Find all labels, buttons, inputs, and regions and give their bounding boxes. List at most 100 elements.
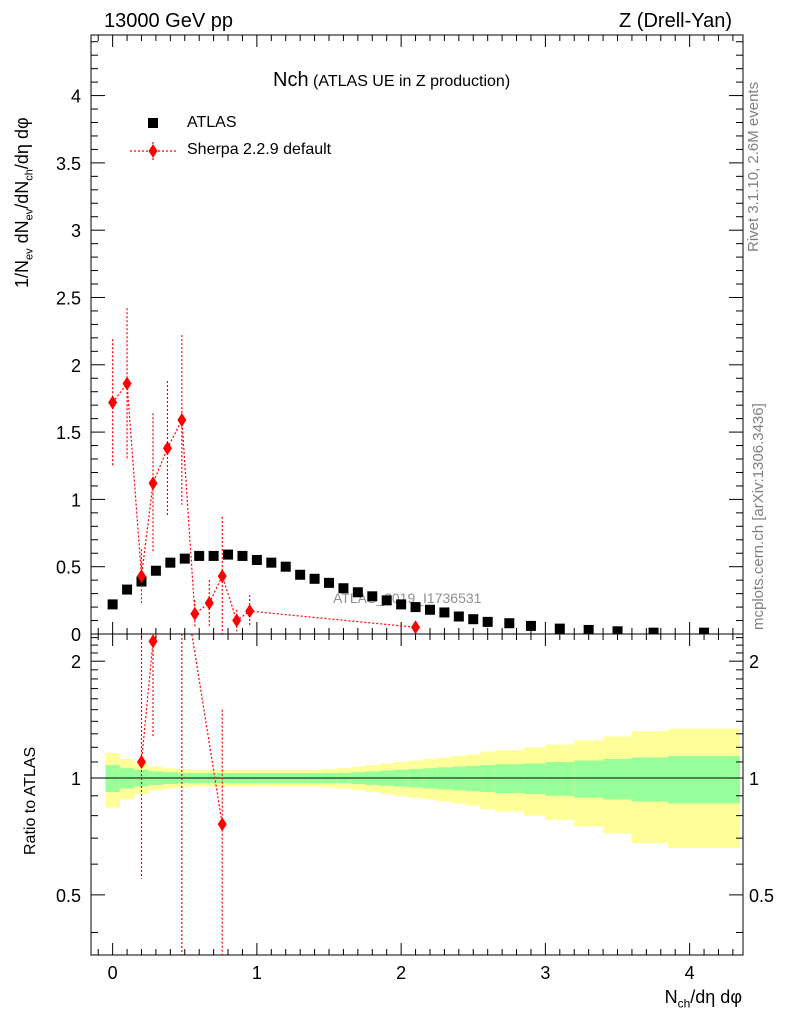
atlas-point bbox=[482, 616, 493, 627]
atlas-point bbox=[280, 561, 291, 572]
x-tick-label: 0 bbox=[108, 963, 118, 983]
sherpa-point bbox=[411, 620, 421, 634]
ratio-stat-band bbox=[480, 765, 495, 793]
atlas-point bbox=[648, 627, 659, 634]
y-tick-label: 3.5 bbox=[56, 154, 81, 174]
legend-data-label: ATLAS bbox=[187, 114, 237, 131]
sherpa-point bbox=[148, 476, 158, 491]
main-frame bbox=[90, 34, 744, 635]
plot-title: Nch (ATLAS UE in Z production) bbox=[273, 70, 510, 90]
sherpa-point bbox=[245, 604, 255, 619]
sherpa-point bbox=[232, 613, 242, 628]
sherpa-point bbox=[190, 606, 200, 621]
sherpa-line bbox=[112, 382, 416, 628]
x-tick-label: 3 bbox=[540, 963, 550, 983]
atlas-point bbox=[396, 599, 407, 610]
ratio-stat-band bbox=[631, 757, 668, 802]
atlas-point bbox=[453, 611, 464, 622]
sherpa-ratio-line bbox=[140, 634, 223, 825]
ratio-y-tick-label: 0.5 bbox=[56, 886, 81, 906]
sherpa-point bbox=[136, 569, 146, 584]
atlas-point bbox=[338, 583, 349, 594]
atlas-point bbox=[122, 584, 133, 595]
header-left-title: 13000 GeV pp bbox=[104, 10, 233, 32]
atlas-point bbox=[150, 565, 161, 576]
ratio-y-tick-label-right: 1 bbox=[749, 769, 759, 789]
legend-sherpa-marker bbox=[148, 144, 158, 158]
y-tick-label: 2 bbox=[71, 356, 81, 376]
xlabel-part: N bbox=[664, 987, 678, 1007]
atlas-point bbox=[699, 627, 710, 634]
legend-atlas-marker bbox=[148, 118, 158, 128]
sherpa-ratio-point bbox=[136, 754, 146, 769]
atlas-point bbox=[179, 553, 190, 564]
legend-mc-label: Sherpa 2.2.9 default bbox=[187, 141, 332, 158]
y-tick-label: 0 bbox=[71, 625, 81, 645]
atlas-point bbox=[309, 573, 320, 584]
ratio-stat-band bbox=[667, 755, 741, 804]
atlas-point bbox=[554, 623, 565, 634]
plot-title-main: Nch bbox=[273, 69, 309, 91]
ratio-uncertainty-bands bbox=[91, 728, 743, 849]
x-axis-label: Nch/dη dφ bbox=[665, 988, 742, 1010]
ratio-panel: 0 1 2 3 4 0.5 0.5 1 1 2 2 bbox=[56, 565, 774, 983]
atlas-point bbox=[424, 604, 435, 615]
plot-title-sub: (ATLAS UE in Z production) bbox=[313, 73, 511, 90]
atlas-point bbox=[223, 549, 234, 560]
y-tick-label: 1.5 bbox=[56, 423, 81, 443]
sherpa-ratio-point bbox=[177, 565, 186, 579]
sherpa-point bbox=[162, 441, 172, 456]
atlas-point bbox=[439, 607, 450, 618]
atlas-point bbox=[504, 618, 515, 629]
atlas-point bbox=[583, 624, 594, 634]
x-tick-label: 1 bbox=[252, 963, 262, 983]
y-tick-label: 0.5 bbox=[56, 558, 81, 578]
y-tick-label: 2.5 bbox=[56, 288, 81, 308]
ratio-stat-band bbox=[545, 761, 575, 796]
ratio-y-tick-label-right: 2 bbox=[749, 652, 759, 672]
ratio-stat-band bbox=[523, 763, 546, 794]
ratio-stat-band bbox=[105, 765, 120, 793]
atlas-point bbox=[107, 599, 118, 610]
xlabel-sub: ch bbox=[677, 996, 691, 1011]
x-tick-label: 4 bbox=[685, 963, 695, 983]
sherpa-point bbox=[108, 395, 118, 410]
ratio-y-tick-label: 1 bbox=[71, 769, 81, 789]
y-tick-label: 1 bbox=[71, 490, 81, 510]
sherpa-series bbox=[108, 308, 421, 634]
sherpa-point bbox=[177, 412, 187, 427]
ratio-stat-band bbox=[494, 764, 524, 794]
sherpa-ratio-point bbox=[217, 817, 227, 832]
atlas-point bbox=[352, 587, 363, 598]
ratio-y-tick-label-right: 0.5 bbox=[749, 886, 774, 906]
atlas-point bbox=[381, 595, 392, 606]
atlas-point bbox=[612, 626, 623, 634]
atlas-point bbox=[266, 557, 277, 568]
sherpa-point bbox=[217, 569, 227, 584]
atlas-point bbox=[525, 620, 536, 631]
atlas-series bbox=[107, 549, 710, 634]
ratio-stat-band bbox=[603, 758, 632, 800]
sherpa-ratio-series bbox=[136, 565, 227, 955]
atlas-point bbox=[295, 569, 306, 580]
atlas-point bbox=[410, 602, 421, 613]
atlas-point bbox=[324, 577, 335, 588]
atlas-point bbox=[251, 554, 262, 565]
xlabel-part: /dη dφ bbox=[690, 987, 742, 1007]
atlas-point bbox=[468, 614, 479, 625]
ratio-y-tick-label: 2 bbox=[71, 652, 81, 672]
atlas-point bbox=[208, 550, 219, 561]
ratio-stat-band bbox=[574, 760, 604, 798]
atlas-point bbox=[237, 550, 248, 561]
atlas-point bbox=[194, 550, 205, 561]
legend-marks bbox=[130, 118, 176, 160]
y-tick-label: 3 bbox=[71, 221, 81, 241]
sherpa-point bbox=[122, 376, 132, 391]
x-tick-label: 2 bbox=[396, 963, 406, 983]
atlas-point bbox=[165, 557, 176, 568]
y-tick-label: 4 bbox=[71, 87, 81, 107]
header-right-title: Z (Drell-Yan) bbox=[619, 10, 732, 32]
atlas-point bbox=[367, 591, 378, 602]
sherpa-ratio-point bbox=[148, 634, 158, 649]
